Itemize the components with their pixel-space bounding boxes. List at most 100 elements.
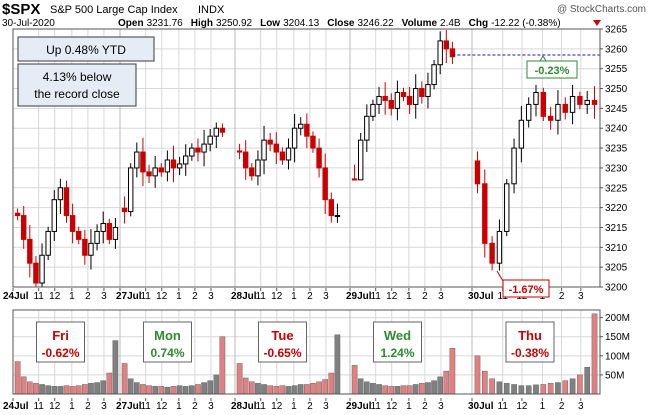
volume-bar bbox=[100, 380, 106, 395]
day-change-pct: -0.65% bbox=[263, 346, 301, 360]
x-hour-label: 11 bbox=[370, 401, 381, 412]
x-day-label: 28Jul bbox=[231, 291, 257, 302]
x-hour-label: 1 bbox=[540, 401, 546, 412]
quote-value-chg: -12.22 (-0.38%) bbox=[491, 18, 560, 29]
volume-bar bbox=[279, 385, 286, 395]
candle-down bbox=[170, 159, 177, 169]
quote-line: Open 3231.76 High 3250.92 Low 3204.13 Close 324… bbox=[118, 18, 561, 29]
quote-value-volume: 2.4B bbox=[440, 18, 461, 29]
volume-bar bbox=[140, 384, 146, 395]
candle-up bbox=[569, 95, 576, 113]
volume-bar bbox=[547, 383, 554, 395]
volume-bar bbox=[489, 378, 495, 395]
candle-down bbox=[577, 95, 583, 105]
candle-down bbox=[236, 150, 243, 153]
price-tick-label: 3205 bbox=[605, 263, 628, 274]
volume-bar bbox=[291, 385, 298, 395]
candle-up bbox=[504, 183, 510, 232]
candle-down bbox=[388, 99, 394, 109]
x-hour-label: 11 bbox=[498, 401, 509, 412]
volume-bar bbox=[106, 372, 113, 395]
x-hour-label: 12 bbox=[49, 291, 61, 302]
candle-down bbox=[76, 230, 82, 240]
candle-down bbox=[474, 160, 481, 185]
candle-up bbox=[425, 84, 431, 97]
candle-down bbox=[351, 178, 358, 181]
day-change-box-fri: Fri -0.62% bbox=[36, 321, 85, 363]
x-hour-label: 1 bbox=[69, 401, 75, 412]
day-change-pct: 0.74% bbox=[150, 346, 184, 360]
x-hour-label: 2 bbox=[85, 401, 91, 412]
candle-down bbox=[140, 151, 146, 173]
volume-bar bbox=[591, 313, 598, 395]
volume-bar bbox=[27, 381, 33, 395]
x-day-label: 28Jul bbox=[231, 401, 257, 412]
candle-down bbox=[63, 187, 70, 217]
candle-up bbox=[39, 254, 45, 284]
volume-bar bbox=[412, 384, 419, 395]
volume-bar bbox=[164, 386, 171, 395]
candle-up bbox=[394, 92, 401, 109]
volume-bar bbox=[406, 385, 413, 395]
candle-down bbox=[310, 135, 316, 149]
volume-bar bbox=[351, 365, 358, 395]
day-change-day: Mon bbox=[154, 328, 181, 343]
volume-bar bbox=[146, 385, 152, 395]
price-tick-label: 3250 bbox=[605, 84, 628, 95]
high-pct-text: -0.23% bbox=[535, 65, 570, 77]
quote-label-low: Low bbox=[260, 18, 280, 29]
day-change-box-mon: Mon 0.74% bbox=[143, 321, 192, 363]
exchange: INDX bbox=[198, 4, 225, 16]
volume-bar bbox=[525, 385, 532, 395]
record-callout: 4.13% below the record close bbox=[17, 63, 137, 107]
volume-bar bbox=[189, 385, 195, 395]
volume-bar bbox=[33, 383, 39, 395]
day-change-box bbox=[373, 321, 422, 363]
chart-header: $SPX S&P 500 Large Cap Index INDX @ Stoc… bbox=[2, 1, 646, 29]
quote-value-close: 3246.22 bbox=[357, 18, 394, 29]
volume-bar bbox=[51, 386, 58, 395]
candle-up bbox=[213, 127, 220, 137]
candle-up bbox=[112, 226, 119, 240]
volume-bar bbox=[443, 370, 450, 395]
candle-up bbox=[555, 103, 561, 121]
volume-tick-label: 150M bbox=[605, 332, 630, 343]
watermark: @ StockCharts.com bbox=[557, 4, 646, 15]
volume-bar bbox=[158, 386, 165, 395]
volume-bar bbox=[242, 377, 249, 395]
volume-bar bbox=[304, 384, 310, 395]
quote-value-open: 3231.76 bbox=[147, 18, 184, 29]
candle-down bbox=[121, 207, 128, 213]
volume-bar bbox=[88, 383, 94, 395]
volume-bar bbox=[482, 370, 488, 395]
x-hour-label: 2 bbox=[559, 401, 565, 412]
x-hour-label: 2 bbox=[307, 401, 313, 412]
x-hour-label: 3 bbox=[323, 291, 329, 302]
x-hour-label: 2 bbox=[559, 291, 565, 302]
candle-down bbox=[33, 262, 39, 284]
volume-bar bbox=[127, 378, 134, 395]
x-hour-label: 3 bbox=[578, 291, 584, 302]
volume-bar bbox=[569, 378, 576, 395]
ytd-callout: Up 0.48% YTD bbox=[17, 36, 155, 62]
candle-up bbox=[134, 151, 140, 169]
candle-up bbox=[298, 123, 304, 129]
volume-bar bbox=[195, 384, 201, 395]
x-hour-label: 12 bbox=[516, 401, 528, 412]
x-hour-label: 1 bbox=[406, 291, 412, 302]
price-tick-label: 3265 bbox=[605, 25, 628, 36]
x-hour-label: 11 bbox=[255, 291, 266, 302]
price-panel-frame bbox=[12, 28, 601, 288]
candle-up bbox=[496, 230, 503, 264]
candle-up bbox=[88, 242, 94, 256]
day-change-pct: -0.38% bbox=[511, 346, 549, 360]
x-hour-label: 11 bbox=[33, 291, 44, 302]
candle-up bbox=[511, 147, 517, 185]
quote-label-close: Close bbox=[327, 18, 355, 29]
volume-tick-label: 200M bbox=[605, 313, 630, 324]
day-change-box bbox=[143, 321, 192, 363]
candle-up bbox=[376, 95, 382, 105]
volume-bar bbox=[518, 385, 525, 395]
candle-up bbox=[207, 135, 213, 145]
